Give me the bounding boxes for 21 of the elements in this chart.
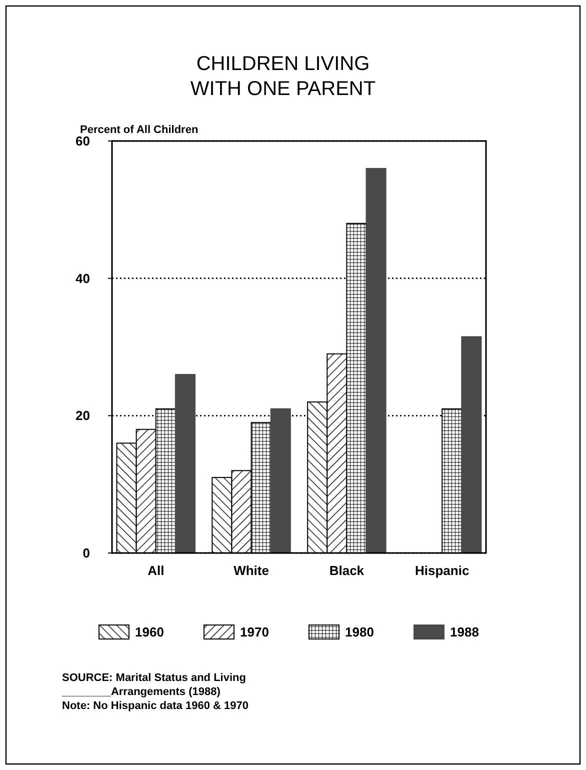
y-tick-label: 40 [76, 270, 90, 286]
y-tick-label: 20 [76, 408, 90, 424]
bar [174, 374, 196, 554]
bar [461, 336, 482, 554]
legend-label: 1960 [135, 624, 164, 640]
legend-label: 1980 [345, 624, 374, 640]
x-tick-label: Hispanic [415, 563, 470, 578]
legend-label: 1970 [240, 624, 269, 640]
x-tick-label: All [148, 563, 164, 578]
bar [270, 408, 291, 554]
y-tick-label: 60 [76, 134, 90, 149]
y-axis-title: Percent of All Children [80, 124, 198, 136]
y-tick-label: 0 [82, 546, 90, 561]
text: Note: No Hispanic data 1960 & 1970 [62, 700, 248, 712]
x-tick-label: Black [329, 563, 365, 578]
source-note: SOURCE: Marital Status and Living [62, 672, 246, 684]
chart-title: CHILDREN LIVING WITH ONE PARENT [190, 53, 376, 100]
x-tick-label: White [234, 563, 269, 578]
bar [366, 168, 386, 554]
text: ________Arrangements (1988) [61, 686, 221, 698]
legend-label: 1988 [450, 624, 479, 640]
